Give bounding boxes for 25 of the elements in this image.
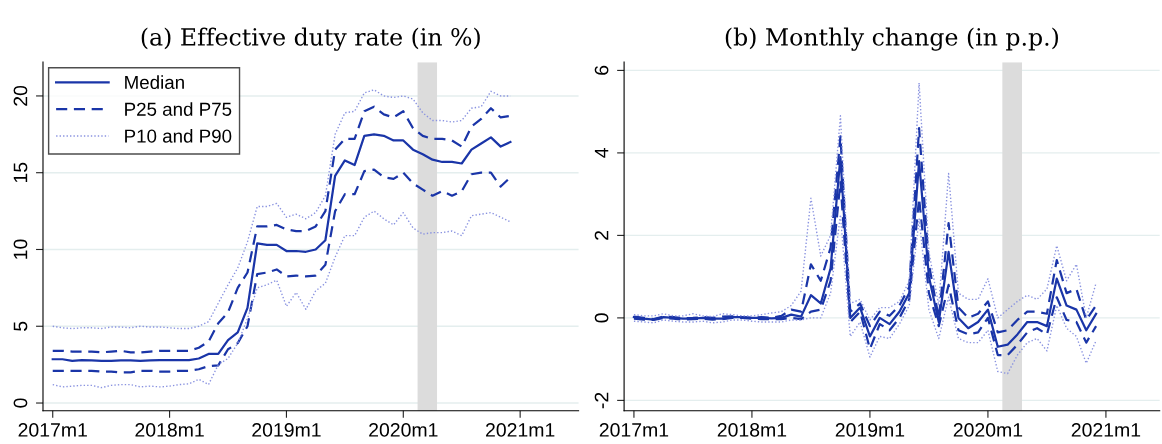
- x-tick-label: 2018m1: [717, 423, 787, 437]
- x-tick-label: 2017m1: [18, 423, 87, 437]
- y-tick-label: 4: [594, 148, 609, 158]
- y-tick-label: 20: [13, 85, 28, 106]
- x-tick-label: 2020m1: [953, 423, 1023, 437]
- y-tick-label: 2: [594, 230, 609, 240]
- legend-label: Median: [125, 75, 184, 90]
- chart-title: (a) Effective duty rate (in %): [141, 27, 480, 51]
- x-tick-label: 2018m1: [135, 423, 204, 437]
- y-tick-label: 10: [13, 239, 28, 259]
- y-tick-label: 6: [594, 65, 609, 75]
- y-tick-label: 0: [594, 313, 609, 323]
- x-tick-label: 2017m1: [599, 423, 669, 437]
- y-tick-label: -2: [594, 392, 609, 409]
- y-tick-label: 5: [13, 321, 28, 331]
- x-tick-label: 2019m1: [835, 423, 905, 437]
- chart-title: (b) Monthly change (in p.p.): [725, 27, 1058, 51]
- x-tick-label: 2019m1: [252, 423, 321, 437]
- y-tick-label: 15: [13, 162, 28, 183]
- x-tick-label: 2020m1: [369, 423, 438, 437]
- x-tick-label: 2021m1: [1071, 423, 1141, 437]
- y-tick-label: 0: [13, 398, 28, 408]
- legend-label: P25 and P75: [125, 102, 232, 116]
- x-tick-label: 2021m1: [485, 423, 555, 437]
- legend-label: P10 and P90: [125, 128, 232, 143]
